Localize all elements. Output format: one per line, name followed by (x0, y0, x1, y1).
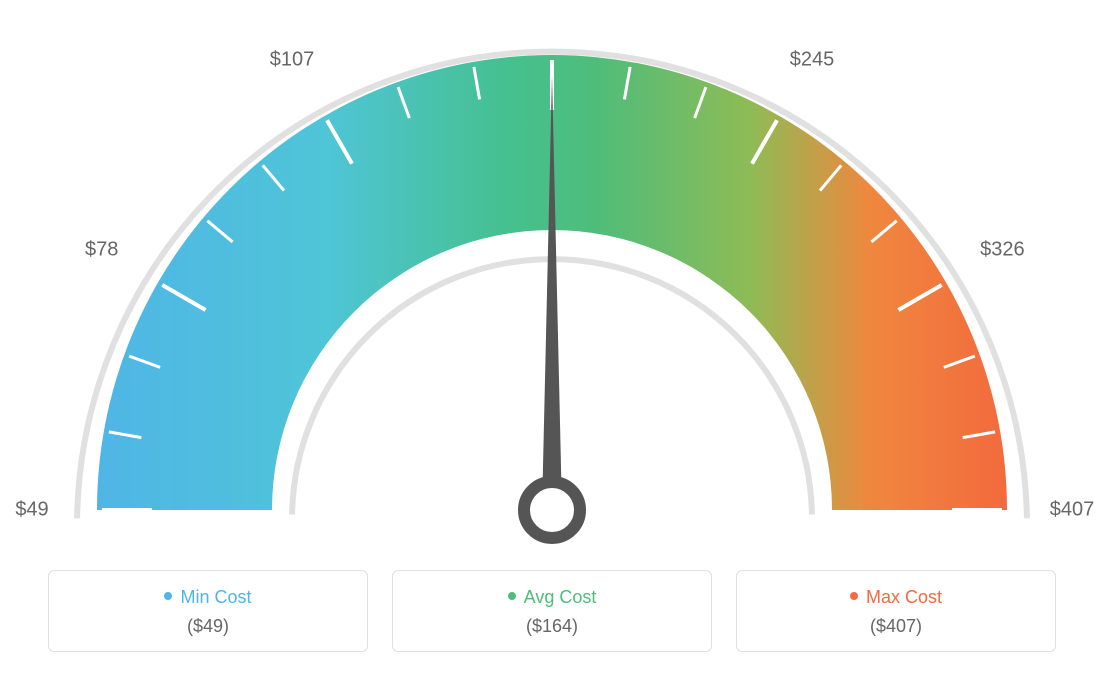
dot-max-icon (850, 592, 858, 600)
gauge-tick-label: $107 (270, 48, 315, 71)
gauge-tick-label: $78 (85, 239, 118, 262)
legend-title-max: Max Cost (737, 587, 1055, 608)
gauge-tick-label: $407 (1050, 499, 1095, 522)
legend-card-avg: Avg Cost ($164) (392, 570, 712, 652)
legend-value-avg: ($164) (393, 616, 711, 637)
legend-card-min: Min Cost ($49) (48, 570, 368, 652)
legend-title-min: Min Cost (49, 587, 367, 608)
legend-label-avg: Avg Cost (524, 587, 597, 607)
legend-value-min: ($49) (49, 616, 367, 637)
legend-label-min: Min Cost (180, 587, 251, 607)
gauge-tick-label: $164 (530, 0, 575, 2)
legend-value-max: ($407) (737, 616, 1055, 637)
gauge-tick-label: $49 (15, 499, 48, 522)
dot-min-icon (164, 592, 172, 600)
gauge-tick-label: $326 (980, 239, 1025, 262)
gauge-svg (0, 0, 1104, 560)
gauge-tick-label: $245 (790, 48, 835, 71)
legend-title-avg: Avg Cost (393, 587, 711, 608)
legend-card-max: Max Cost ($407) (736, 570, 1056, 652)
legend-label-max: Max Cost (866, 587, 942, 607)
dot-avg-icon (508, 592, 516, 600)
legend-row: Min Cost ($49) Avg Cost ($164) Max Cost … (0, 560, 1104, 652)
gauge-chart: $49 $78 $107 $164 $245 $326 $407 (0, 0, 1104, 560)
